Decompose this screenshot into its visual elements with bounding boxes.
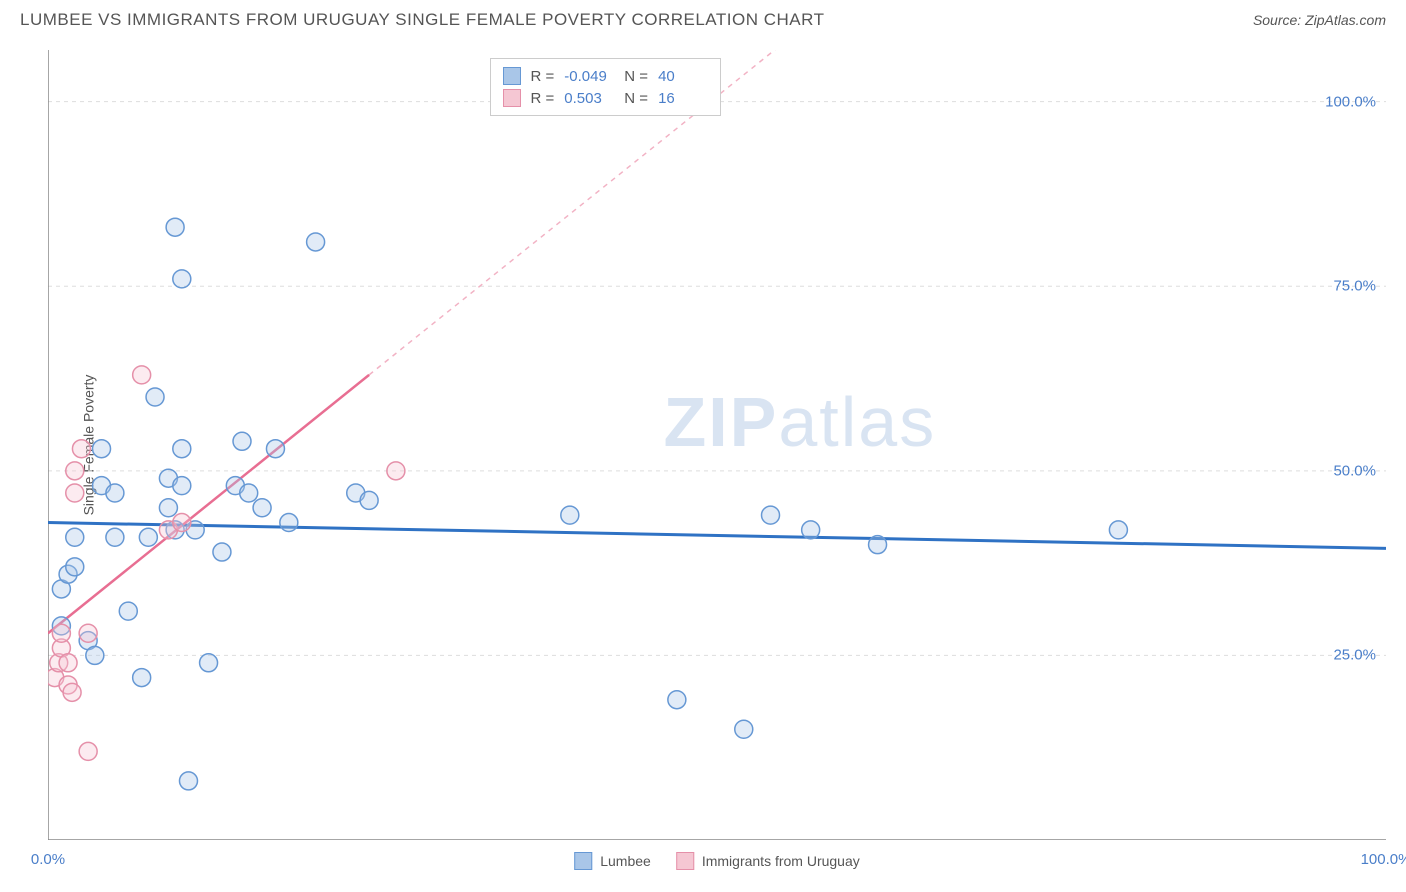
stats-swatch (503, 89, 521, 107)
legend-item: Immigrants from Uruguay (676, 852, 860, 870)
chart-container: Single Female Poverty ZIPatlas R =-0.049… (48, 50, 1386, 840)
source-attribution: Source: ZipAtlas.com (1253, 12, 1386, 28)
stats-row: R =-0.049N =40 (503, 65, 709, 87)
legend-item: Lumbee (574, 852, 651, 870)
y-tick-label: 75.0% (1333, 278, 1376, 295)
y-tick-label: 50.0% (1333, 462, 1376, 479)
header: LUMBEE VS IMMIGRANTS FROM URUGUAY SINGLE… (0, 0, 1406, 35)
chart-title: LUMBEE VS IMMIGRANTS FROM URUGUAY SINGLE… (20, 10, 824, 30)
legend-swatch (676, 852, 694, 870)
x-tick-label: 100.0% (1361, 851, 1406, 868)
legend-label: Lumbee (600, 853, 651, 869)
correlation-stats-box: R =-0.049N =40R =0.503N =16 (490, 58, 722, 116)
scatter-plot (48, 50, 1386, 840)
y-tick-label: 25.0% (1333, 647, 1376, 664)
legend-label: Immigrants from Uruguay (702, 853, 860, 869)
bottom-legend: Lumbee Immigrants from Uruguay (574, 852, 860, 870)
stats-row: R =0.503N =16 (503, 87, 709, 109)
x-tick-label: 0.0% (31, 851, 65, 868)
legend-swatch (574, 852, 592, 870)
stats-swatch (503, 67, 521, 85)
y-tick-label: 100.0% (1325, 93, 1376, 110)
